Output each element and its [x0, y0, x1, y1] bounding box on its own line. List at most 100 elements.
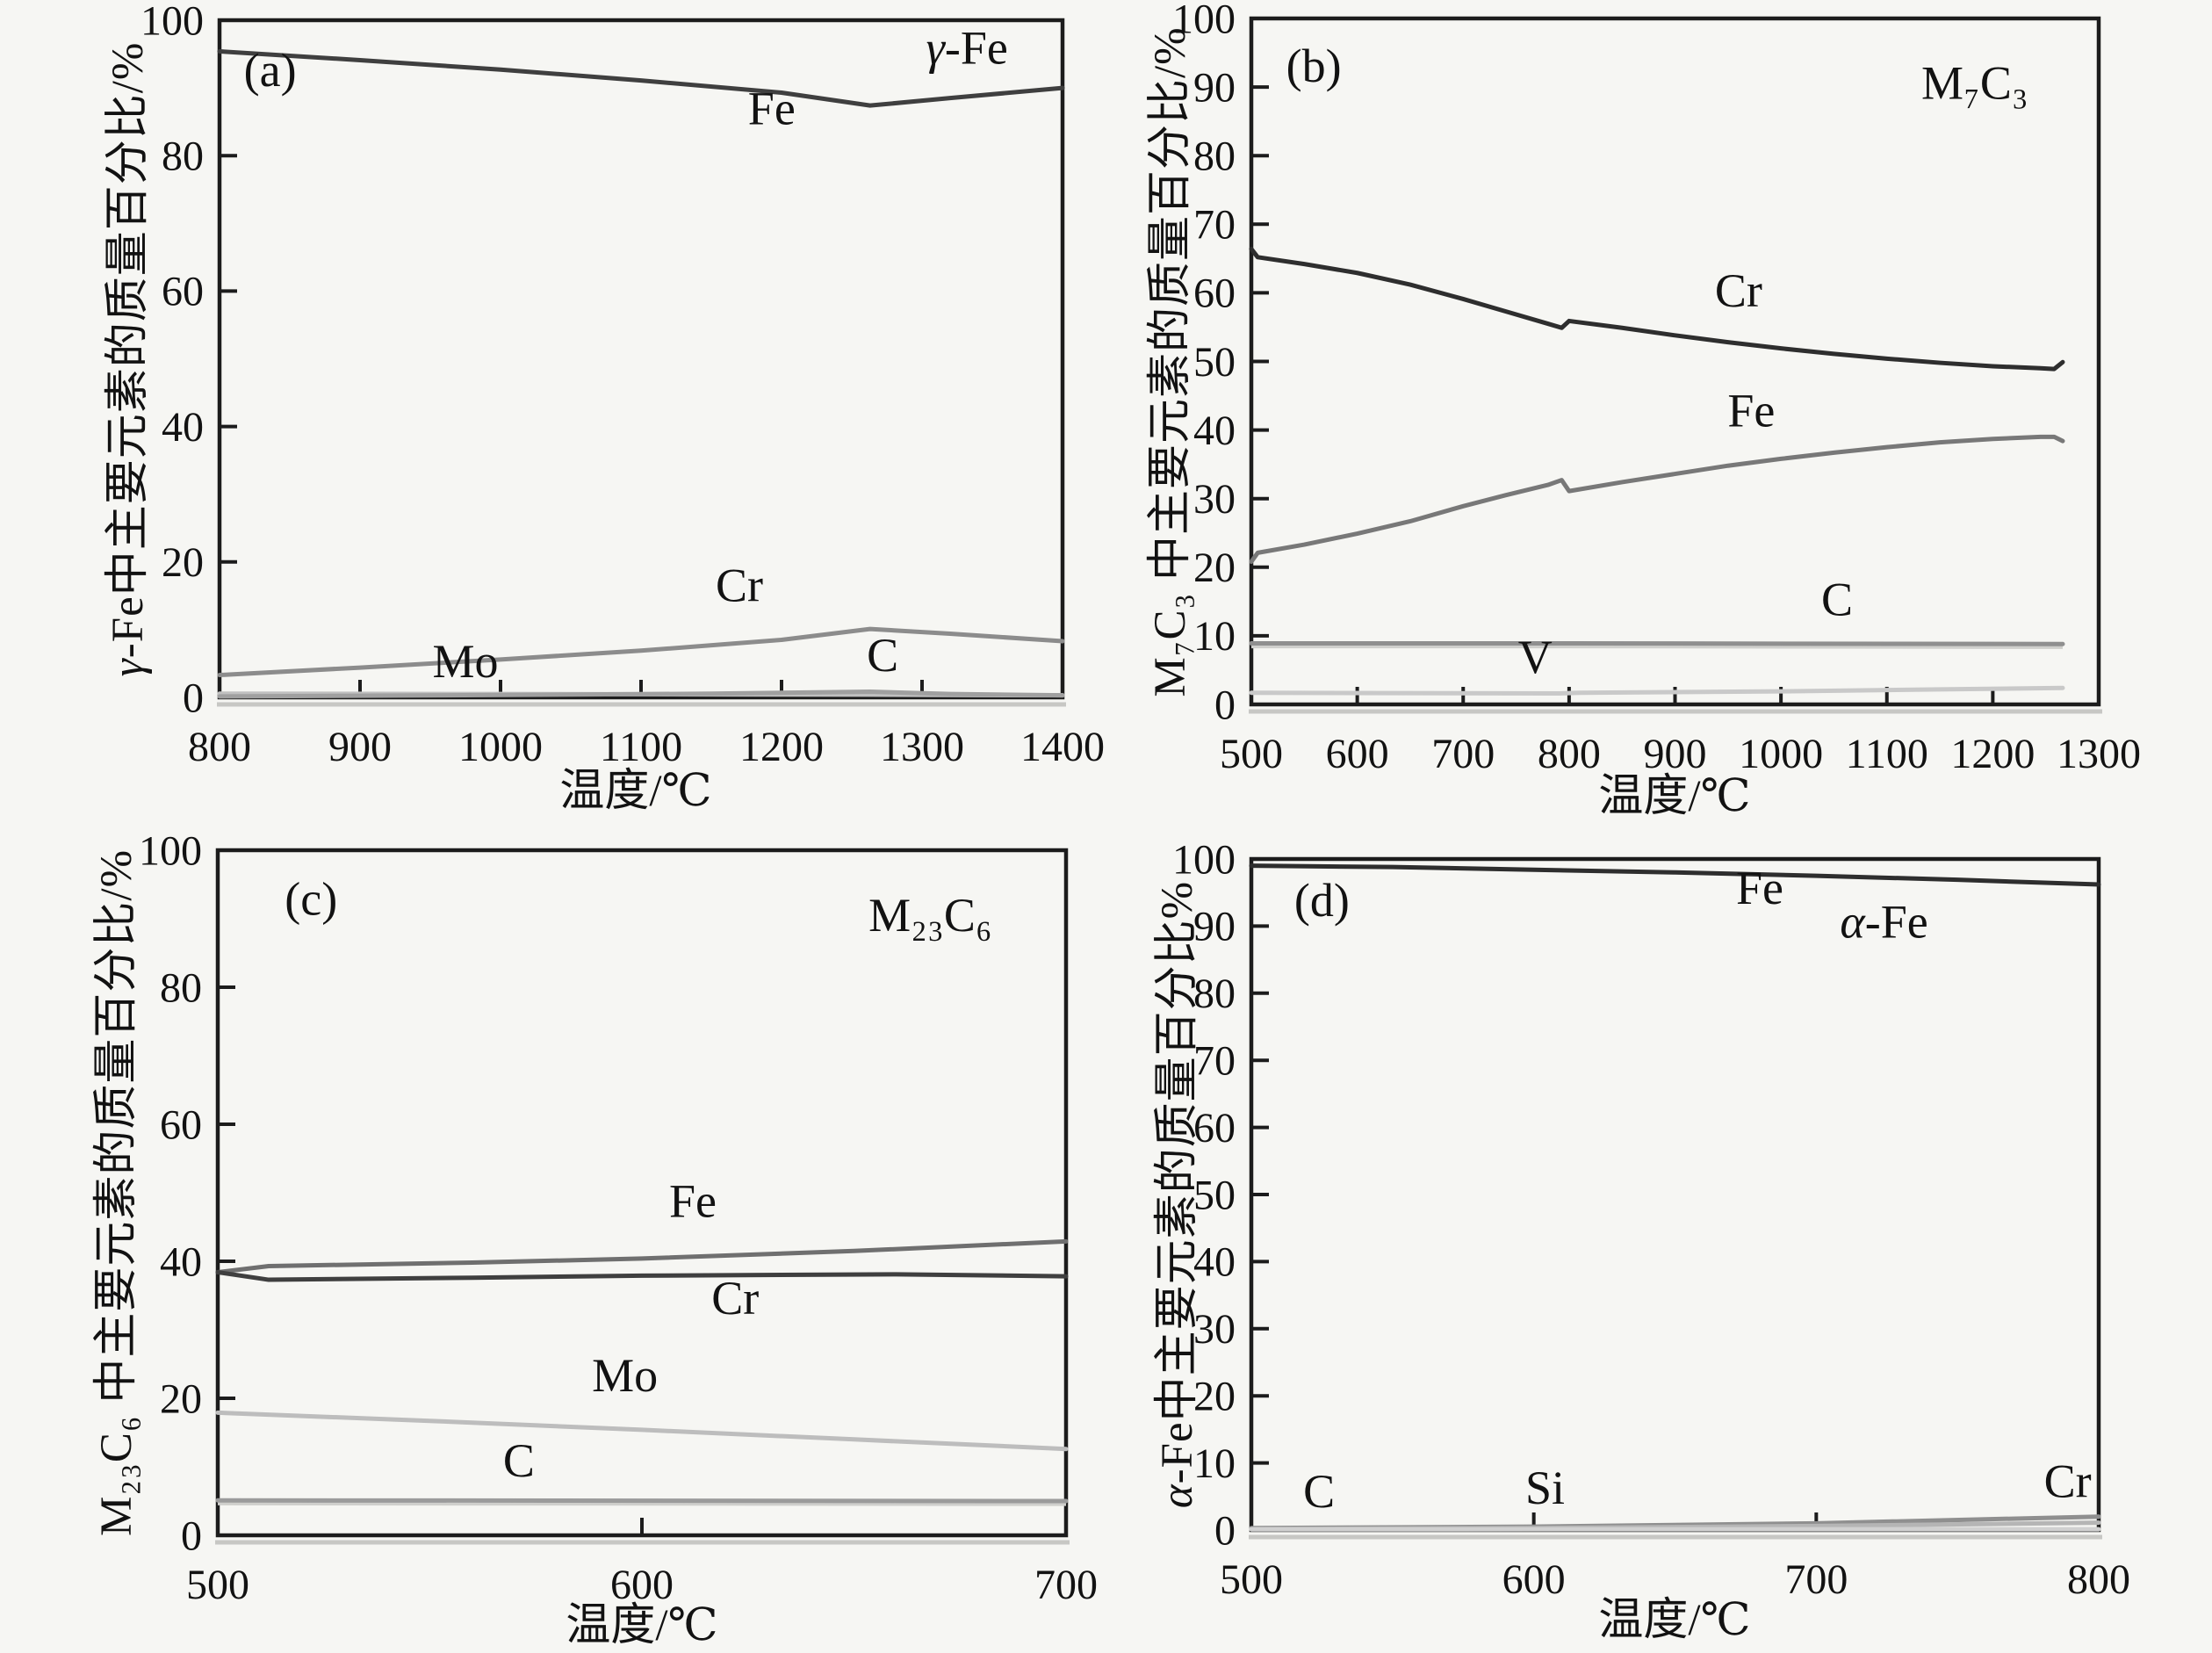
- series-C-line: [1251, 643, 2063, 644]
- phase-name-label: M₂₃C₆: [868, 889, 992, 942]
- x-tick-label: 1000: [458, 724, 543, 770]
- series-label-Mo: Mo: [592, 1349, 658, 1402]
- plot-frame: [1251, 859, 2099, 1530]
- series-Mo-line: [218, 1412, 1066, 1448]
- y-tick-label: 100: [139, 827, 202, 874]
- series-C-line: [218, 1500, 1066, 1501]
- y-tick-label: 0: [181, 1512, 202, 1559]
- series-Fe-line: [1251, 437, 2063, 561]
- panel-a-x-axis-label: 温度/℃: [559, 754, 711, 819]
- x-tick-label: 600: [1502, 1556, 1566, 1603]
- panel-c-y-axis-label: M₂₃C₆ 中主要元素的质量百分比/%: [79, 849, 144, 1536]
- y-tick-label: 60: [162, 269, 204, 315]
- y-tick-label: 0: [1214, 1507, 1236, 1554]
- series-Fe-line: [218, 1241, 1066, 1272]
- series-C-echo-line: [218, 1504, 1066, 1505]
- panel-b-y-axis-label: M₇C₃ 中主要元素的质量百分比/%: [1133, 26, 1198, 697]
- series-label-Cr: Cr: [711, 1272, 759, 1325]
- y-tick-label: 80: [1193, 134, 1236, 180]
- x-tick-label: 800: [1538, 731, 1601, 777]
- series-label-C: C: [867, 629, 898, 682]
- series-label-C: C: [1821, 573, 1853, 625]
- x-tick-label: 500: [1220, 731, 1283, 777]
- panel-letter-label: (b): [1286, 40, 1342, 92]
- x-tick-label: 800: [2067, 1556, 2130, 1603]
- series-V-line: [1251, 688, 2063, 693]
- series-label-Fe: Fe: [669, 1174, 717, 1227]
- x-tick-label: 800: [188, 724, 251, 770]
- x-tick-label: 500: [1220, 1556, 1283, 1603]
- panel-d-y-axis-label: α-Fe中主要元素的质量百分比%: [1140, 881, 1205, 1508]
- x-tick-label: 1300: [880, 724, 964, 770]
- panel-letter-label: (d): [1294, 874, 1350, 927]
- phase-name-label: α-Fe: [1840, 895, 1927, 948]
- x-tick-label: 1200: [739, 724, 824, 770]
- y-tick-label: 20: [160, 1375, 202, 1422]
- y-tick-label: 70: [1193, 202, 1236, 249]
- panel-b-x-axis-label: 温度/℃: [1598, 759, 1750, 824]
- series-label-Cr: Cr: [2044, 1455, 2092, 1508]
- plot-frame: [220, 20, 1063, 697]
- series-label-C: C: [1303, 1465, 1335, 1518]
- x-tick-label: 500: [186, 1562, 249, 1608]
- x-tick-label: 1100: [1846, 731, 1928, 777]
- y-tick-label: 10: [1193, 613, 1236, 660]
- panel-letter-label: (c): [285, 872, 337, 925]
- y-tick-label: 0: [183, 675, 204, 721]
- series-label-C: C: [503, 1434, 535, 1487]
- x-tick-label: 900: [328, 724, 392, 770]
- series-label-Cr: Cr: [1715, 264, 1762, 317]
- x-tick-label: 1400: [1020, 724, 1105, 770]
- series-label-V: V: [1518, 631, 1553, 683]
- x-tick-label: 1300: [2057, 731, 2141, 777]
- y-tick-label: 50: [1193, 339, 1236, 386]
- x-tick-label: 700: [1784, 1556, 1848, 1603]
- x-tick-label: 1200: [1950, 731, 2035, 777]
- series-label-Fe: Fe: [1736, 862, 1783, 914]
- x-tick-label: 700: [1034, 1562, 1098, 1608]
- series-label-Mo: Mo: [432, 635, 498, 688]
- panel-c-x-axis-label: 温度/℃: [566, 1588, 717, 1653]
- series-Cr-line: [220, 629, 1063, 675]
- series-label-Cr: Cr: [716, 559, 763, 612]
- y-tick-label: 0: [1214, 682, 1236, 728]
- y-tick-label: 80: [162, 134, 204, 180]
- plot-frame: [1251, 18, 2099, 704]
- phase-name-label: γ-Fe: [926, 21, 1008, 74]
- y-tick-label: 20: [1193, 545, 1236, 591]
- y-tick-label: 30: [1193, 476, 1236, 523]
- y-tick-label: 90: [1193, 64, 1236, 111]
- panel-letter-label: (a): [244, 44, 297, 97]
- series-Fe-line: [1251, 866, 2099, 884]
- x-tick-label: 600: [1326, 731, 1389, 777]
- series-label-Si: Si: [1525, 1462, 1565, 1514]
- series-Cr-line: [1251, 249, 2063, 369]
- series-Cr-line: [218, 1272, 1066, 1280]
- y-tick-label: 100: [1172, 836, 1236, 883]
- y-tick-label: 80: [160, 964, 202, 1011]
- x-tick-label: 1000: [1739, 731, 1823, 777]
- x-tick-label: 700: [1431, 731, 1495, 777]
- plot-frame: [218, 850, 1066, 1535]
- y-tick-label: 100: [141, 0, 204, 44]
- y-tick-label: 60: [1193, 271, 1236, 317]
- y-tick-label: 40: [1193, 408, 1236, 454]
- y-tick-label: 40: [160, 1238, 202, 1285]
- phase-name-label: M₇C₃: [1921, 56, 2028, 109]
- panel-a-y-axis-label: γ-Fe中主要元素的质量百分比/%: [90, 42, 155, 677]
- y-tick-label: 20: [162, 539, 204, 586]
- y-tick-label: 40: [162, 404, 204, 451]
- series-label-Fe: Fe: [1727, 385, 1775, 437]
- y-tick-label: 60: [160, 1101, 202, 1148]
- series-C-echo-line: [1251, 646, 2063, 647]
- series-label-Fe: Fe: [748, 83, 796, 135]
